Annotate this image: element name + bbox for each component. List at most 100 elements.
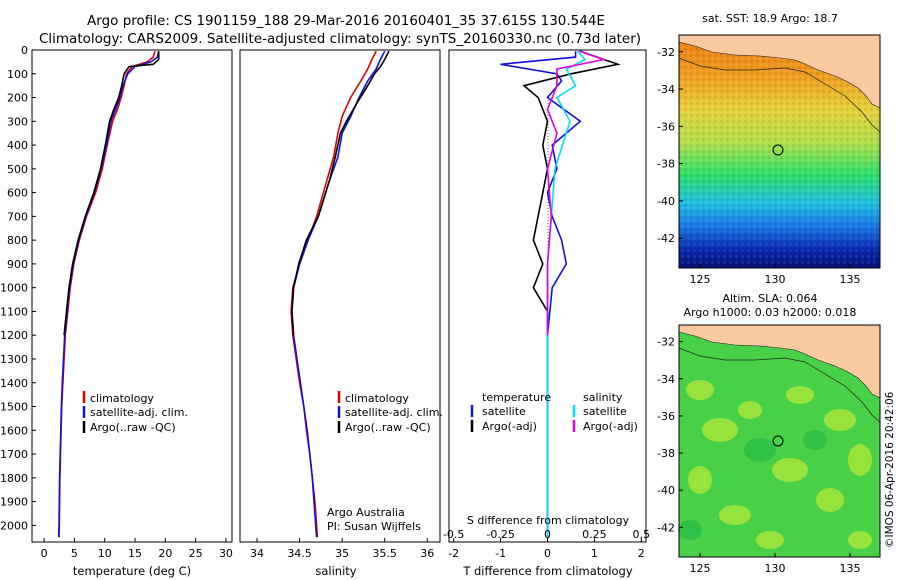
- y-tick-label: 1100: [0, 305, 28, 318]
- lon-tick-label: 135: [840, 273, 861, 286]
- difference-panel: -2 -1 0 1 2 T difference from climatology S …: [443, 49, 651, 578]
- y-tick-label: 400: [7, 139, 28, 152]
- figure-title-line1: Argo profile: CS 1901159_188 29-Mar-2016…: [87, 13, 605, 29]
- sla-shelf-contour: [678, 347, 881, 423]
- sst-shelf-contour: [678, 57, 881, 133]
- salinity-legend: climatology satellite-adj. clim. Argo(..…: [337, 391, 443, 434]
- temperature-xlabel: temperature (deg C): [73, 564, 191, 578]
- x-tick-label: 20: [158, 547, 172, 560]
- x-tick-label: 35.5: [372, 547, 397, 560]
- y-tick-label: 1600: [0, 424, 28, 437]
- x-tick-label: 34.5: [287, 547, 312, 560]
- sst-map: sat. SST: 18.9 Argo: 18.7 -32 -34 -36 -38 -4…: [657, 12, 881, 286]
- salinity-panel: 34 34.5 35 35.5 36 salinity climatology sate…: [239, 49, 443, 578]
- legend-label-climatology: climatology: [345, 392, 409, 405]
- top-x-tick-label: 0.5: [633, 528, 651, 541]
- x-tick-label: 0: [544, 547, 551, 560]
- sla-land: [678, 324, 881, 399]
- x-tick-label: 34: [250, 547, 264, 560]
- x-tick-label: -2: [448, 547, 459, 560]
- y-tick-label: 600: [7, 187, 28, 200]
- lat-tick-label: -32: [657, 336, 675, 349]
- y-tick-label: 900: [7, 258, 28, 271]
- pi-label: PI: Susan Wijffels: [327, 520, 421, 533]
- legend-label-argo: Argo(..raw -QC): [345, 421, 431, 434]
- series-line-t-satellite: [500, 51, 582, 538]
- y-tick-label: 1700: [0, 448, 28, 461]
- temperature-plot-frame: [31, 49, 233, 543]
- difference-legend: temperature satellite Argo(-adj) salinit…: [470, 391, 638, 433]
- y-tick-label: 1400: [0, 377, 28, 390]
- sla-map-frame: [678, 324, 881, 558]
- sst-map-title: sat. SST: 18.9 Argo: 18.7: [702, 12, 838, 25]
- lon-tick-label: 130: [765, 562, 786, 575]
- y-tick-label: 1800: [0, 472, 28, 485]
- legend-title-salinity: salinity: [583, 391, 623, 404]
- legend-label-argo: Argo(..raw -QC): [90, 421, 176, 434]
- sla-negative-blobs: [678, 430, 827, 540]
- legend-label-s-satellite: satellite: [583, 405, 627, 418]
- y-tick-label: 1300: [0, 353, 28, 366]
- sst-argo-position: [772, 144, 784, 156]
- y-tick-label: 800: [7, 234, 28, 247]
- y-tick-label: 2000: [0, 519, 28, 532]
- sla-map-title-line2: Argo h1000: 0.03 h2000: 0.018: [684, 306, 857, 319]
- y-tick-label: 1900: [0, 496, 28, 509]
- x-tick-label: 1: [591, 547, 598, 560]
- y-tick-label: 0: [21, 44, 28, 57]
- lat-tick-label: -32: [657, 46, 675, 59]
- temperature-legend: climatology satellite-adj. clim. Argo(..…: [82, 391, 188, 434]
- y-tick-label: 700: [7, 210, 28, 223]
- x-tick-label: 15: [128, 547, 142, 560]
- x-tick-label: 30: [219, 547, 233, 560]
- difference-top-xlabel: S difference from climatology: [467, 514, 630, 527]
- lat-tick-label: -34: [657, 83, 675, 96]
- x-tick-label: 0: [41, 547, 48, 560]
- y-tick-label: 200: [7, 92, 28, 105]
- lat-tick-label: -34: [657, 373, 675, 386]
- y-tick-label: 1500: [0, 401, 28, 414]
- x-tick-label: 36: [420, 547, 434, 560]
- x-tick-label: 35: [335, 547, 349, 560]
- temperature-panel: 0100200300400500600700800900100011001200…: [0, 44, 233, 578]
- legend-label-satellite: satellite-adj. clim.: [345, 406, 443, 419]
- legend-label-t-satellite: satellite: [482, 405, 526, 418]
- lon-tick-label: 135: [840, 562, 861, 575]
- sst-land: [678, 34, 881, 109]
- legend-label-climatology: climatology: [90, 392, 154, 405]
- sst-map-frame: [678, 34, 881, 269]
- lat-tick-label: -42: [657, 232, 675, 245]
- legend-title-temperature: temperature: [482, 391, 551, 404]
- lat-tick-label: -36: [657, 120, 675, 133]
- series-line-argo-raw-qc-: [63, 51, 160, 336]
- sla-map-title-line1: Altim. SLA: 0.064: [722, 292, 817, 305]
- top-x-tick-label: 0.25: [582, 528, 607, 541]
- legend-label-satellite: satellite-adj. clim.: [90, 406, 188, 419]
- x-tick-label: 10: [98, 547, 112, 560]
- sla-map: Altim. SLA: 0.064 Argo h1000: 0.03 h2000…: [657, 292, 881, 575]
- x-tick-label: 2: [638, 547, 645, 560]
- x-tick-label: 25: [189, 547, 203, 560]
- imos-timestamp: ©IMOS 06-Apr-2016 20:42:06: [884, 391, 896, 548]
- lat-tick-label: -40: [657, 484, 675, 497]
- sla-anomaly-blobs: [686, 380, 872, 549]
- series-line-argo-raw-qc-: [291, 50, 390, 336]
- lat-tick-label: -36: [657, 410, 675, 423]
- x-tick-label: 5: [71, 547, 78, 560]
- series-line-s-argo-adj-: [546, 50, 607, 336]
- salinity-plot-frame: [239, 49, 441, 543]
- lon-tick-label: 125: [690, 273, 711, 286]
- y-tick-label: 300: [7, 115, 28, 128]
- lon-tick-label: 125: [690, 562, 711, 575]
- sla-argo-position: [772, 435, 784, 447]
- figure-title-line2: Climatology: CARS2009. Satellite-adjuste…: [39, 31, 641, 47]
- lat-tick-label: -40: [657, 195, 675, 208]
- lat-tick-label: -42: [657, 521, 675, 534]
- top-x-tick-label: -0.25: [486, 528, 514, 541]
- y-tick-label: 1200: [0, 329, 28, 342]
- x-tick-label: -1: [495, 547, 506, 560]
- salinity-xlabel: salinity: [315, 564, 356, 578]
- difference-xlabel: T difference from climatology: [462, 564, 633, 578]
- legend-label-t-argo: Argo(-adj): [482, 420, 537, 433]
